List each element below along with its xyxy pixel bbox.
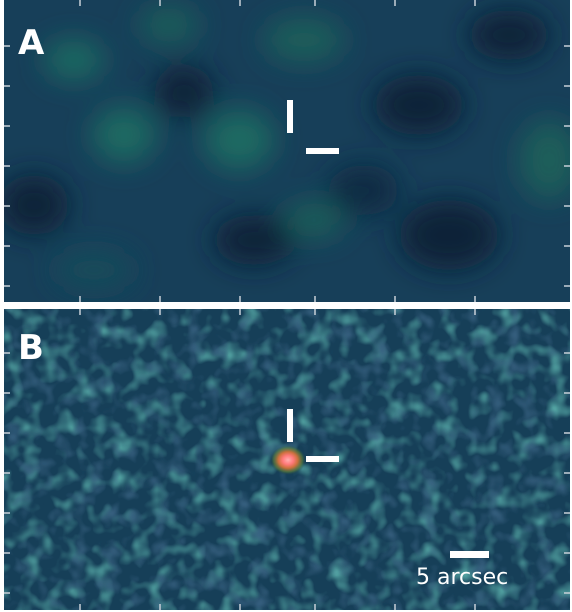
scalebar-label: 5 arcsec bbox=[416, 565, 509, 590]
panel-separator bbox=[0, 302, 572, 309]
panel-b: B 5 arcsec bbox=[4, 309, 570, 610]
scalebar bbox=[450, 551, 489, 558]
marker-horizontal-a bbox=[306, 148, 339, 154]
panel-a-image bbox=[4, 0, 570, 302]
panel-b-label: B bbox=[18, 328, 44, 368]
marker-horizontal-b bbox=[306, 456, 339, 462]
panel-a-label: A bbox=[18, 23, 45, 63]
panel-a: A bbox=[4, 0, 570, 302]
marker-vertical-b bbox=[287, 409, 293, 442]
panel-b-image bbox=[4, 309, 570, 610]
point-source bbox=[270, 445, 306, 475]
panel-b-ticks bbox=[4, 309, 570, 610]
marker-vertical-a bbox=[287, 100, 293, 133]
panel-a-ticks bbox=[4, 0, 570, 302]
